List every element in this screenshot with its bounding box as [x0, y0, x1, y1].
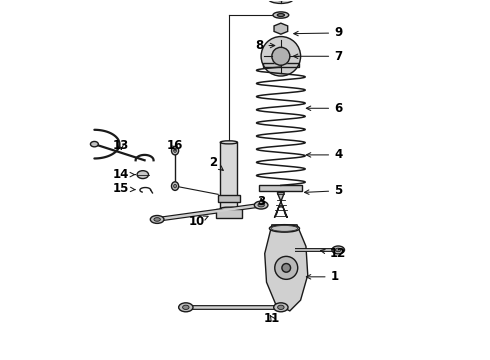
Text: 3: 3 — [257, 195, 265, 208]
Ellipse shape — [173, 184, 176, 188]
Ellipse shape — [277, 14, 284, 17]
Ellipse shape — [150, 216, 164, 224]
Circle shape — [261, 37, 300, 76]
Ellipse shape — [137, 171, 148, 179]
Ellipse shape — [172, 182, 179, 190]
Text: 11: 11 — [264, 311, 280, 325]
Bar — [259, 185, 302, 191]
Ellipse shape — [173, 149, 176, 152]
Ellipse shape — [179, 303, 193, 312]
Ellipse shape — [332, 246, 344, 254]
Polygon shape — [265, 225, 308, 311]
Text: 1: 1 — [306, 270, 339, 283]
Text: 15: 15 — [113, 183, 135, 195]
Ellipse shape — [220, 207, 238, 210]
Text: 12: 12 — [320, 247, 346, 260]
Text: 9: 9 — [294, 27, 343, 40]
Ellipse shape — [273, 12, 289, 18]
Text: 16: 16 — [167, 139, 183, 152]
Ellipse shape — [254, 201, 268, 209]
Ellipse shape — [183, 305, 189, 310]
Ellipse shape — [172, 146, 179, 155]
Bar — [220, 142, 238, 209]
Ellipse shape — [269, 0, 294, 3]
Text: 4: 4 — [306, 148, 343, 161]
Text: 13: 13 — [113, 139, 129, 152]
Bar — [218, 195, 240, 202]
Polygon shape — [274, 23, 288, 34]
Text: 5: 5 — [304, 184, 343, 197]
Ellipse shape — [336, 248, 341, 252]
Circle shape — [272, 47, 290, 65]
Text: 6: 6 — [306, 102, 343, 115]
Ellipse shape — [270, 225, 299, 232]
Polygon shape — [216, 209, 242, 218]
Ellipse shape — [258, 203, 265, 207]
Text: 10: 10 — [189, 215, 208, 228]
Polygon shape — [274, 193, 287, 218]
Ellipse shape — [91, 141, 98, 147]
Bar — [263, 63, 299, 67]
Ellipse shape — [154, 218, 160, 221]
Ellipse shape — [276, 0, 285, 1]
Ellipse shape — [220, 141, 238, 144]
Text: 7: 7 — [294, 50, 343, 63]
Ellipse shape — [274, 303, 288, 312]
Text: 2: 2 — [209, 156, 223, 170]
Text: 8: 8 — [255, 39, 275, 52]
Circle shape — [282, 264, 291, 272]
Circle shape — [275, 256, 298, 279]
Ellipse shape — [278, 305, 284, 310]
Text: 14: 14 — [113, 168, 135, 181]
